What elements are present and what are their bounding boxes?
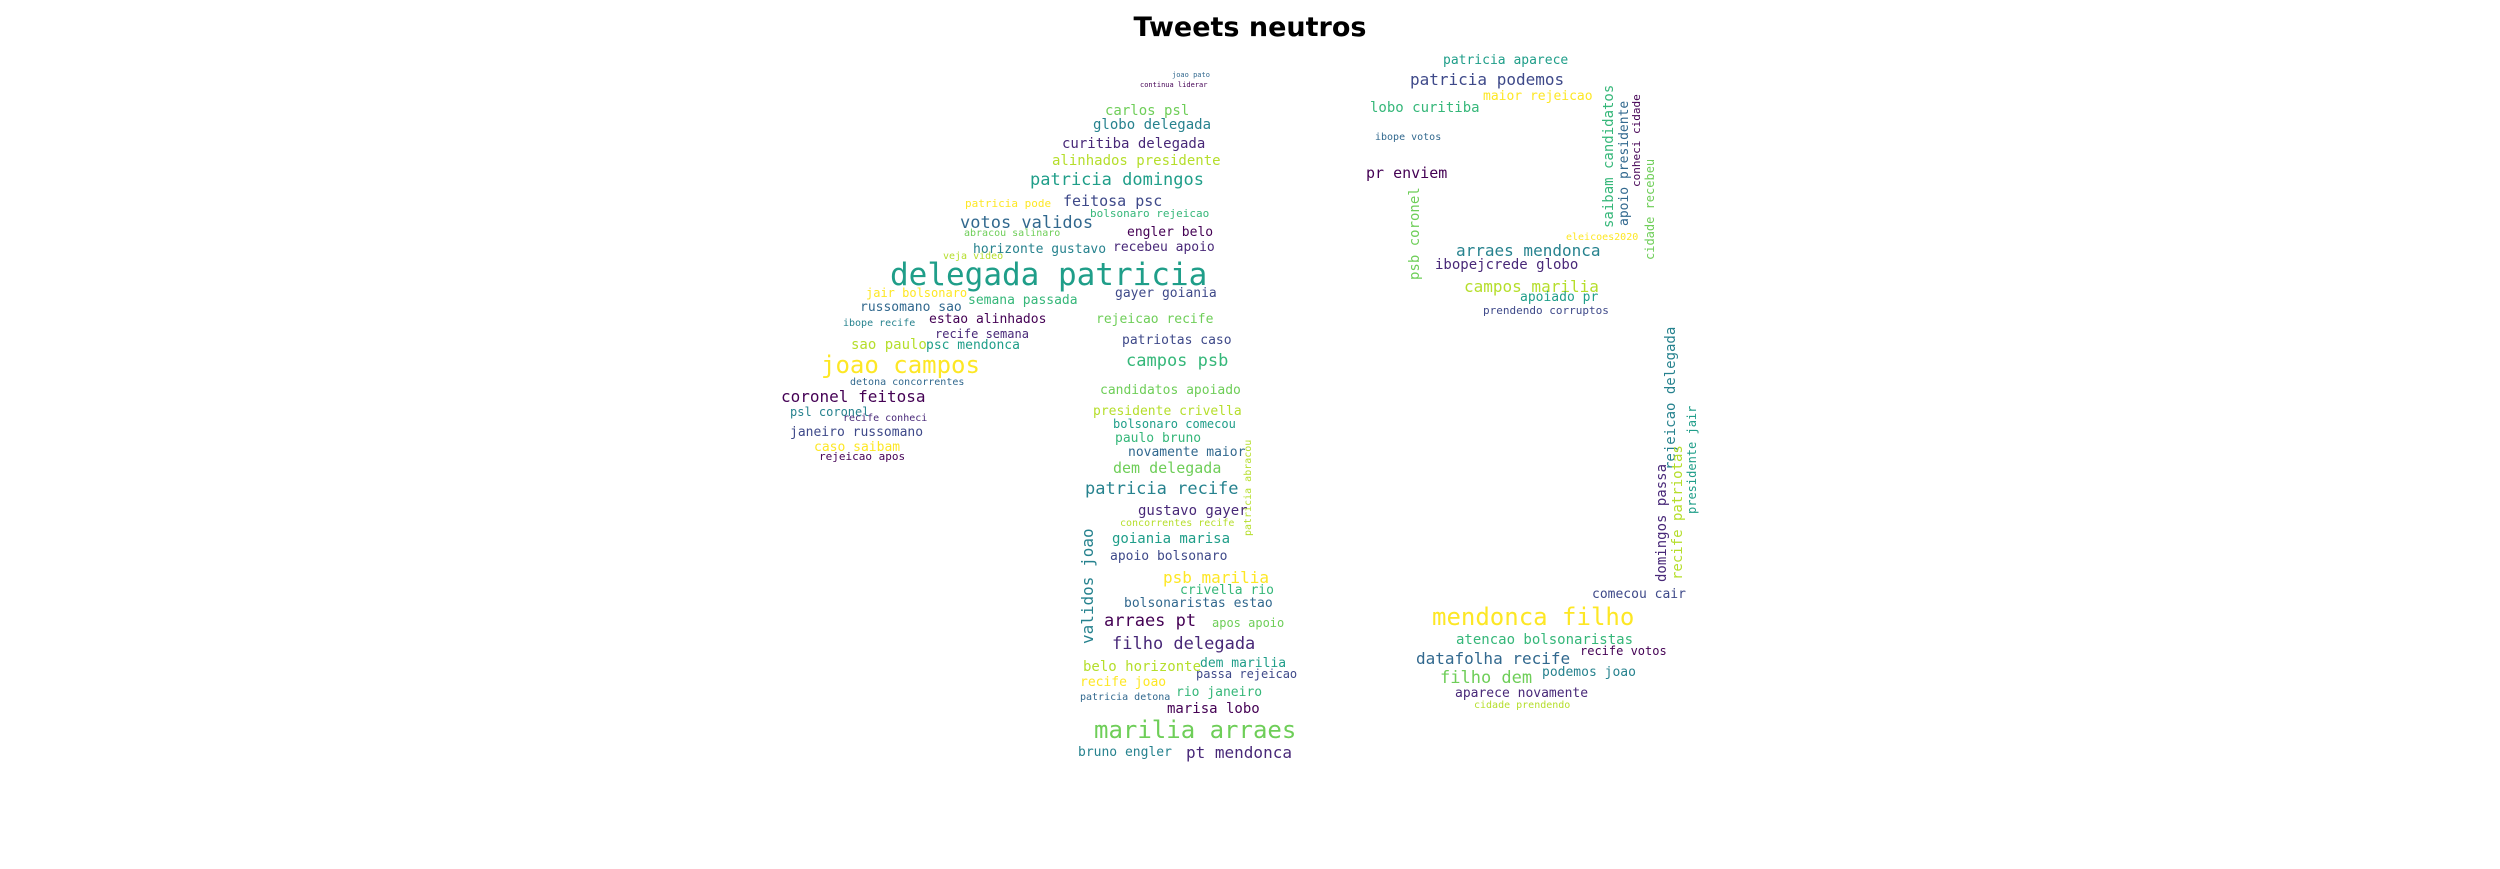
- word: rio janeiro: [1176, 685, 1263, 700]
- word: carlos psl: [1105, 103, 1190, 119]
- word: veja video: [943, 251, 1004, 262]
- word: comecou cair: [1592, 587, 1686, 602]
- word: mendonca filho: [1432, 603, 1635, 631]
- word: filho dem: [1440, 668, 1533, 688]
- word: campos marilia: [1464, 277, 1599, 296]
- word: patricia abracou: [1243, 439, 1254, 536]
- word: filho delegada: [1112, 634, 1256, 654]
- word: curitiba delegada: [1062, 136, 1206, 152]
- word: patriotas caso: [1122, 333, 1232, 348]
- word: recife conheci: [843, 413, 928, 424]
- word: semana passada: [968, 293, 1078, 308]
- word: bolsonaristas estao: [1124, 596, 1273, 611]
- word: psb coronel: [1407, 187, 1423, 280]
- word: votos validos: [960, 213, 1094, 233]
- word: psl coronel: [790, 405, 870, 419]
- word: patricia domingos: [1030, 170, 1204, 190]
- word: ibope votos: [1375, 132, 1442, 143]
- word: datafolha recife: [1416, 649, 1571, 668]
- word: gayer goiania: [1115, 286, 1217, 301]
- word: recife joao: [1080, 675, 1167, 690]
- word: recife patriotas: [1670, 445, 1686, 580]
- word: gustavo gayer: [1138, 503, 1248, 519]
- word: detona concorrentes: [850, 377, 965, 388]
- word: feitosa psc: [1063, 192, 1163, 210]
- word: goiania marisa: [1112, 531, 1231, 547]
- word: rejeicao apos: [819, 450, 906, 463]
- word: alinhados presidente: [1052, 153, 1221, 169]
- word: bruno engler: [1078, 745, 1172, 760]
- word: maior rejeicao: [1483, 89, 1593, 104]
- word: paulo bruno: [1115, 431, 1202, 446]
- word: ibope recife: [843, 318, 916, 329]
- word: candidatos apoiado: [1100, 383, 1241, 398]
- word: cidade prendendo: [1474, 700, 1571, 711]
- word: abracou salinaro: [964, 228, 1061, 239]
- word: patricia detona: [1080, 692, 1171, 703]
- word: validos joao: [1078, 528, 1097, 644]
- word: apoio bolsonaro: [1110, 549, 1228, 564]
- word: joao campos: [821, 351, 980, 379]
- word: atencao bolsonaristas: [1456, 632, 1634, 648]
- word: apos apoio: [1212, 616, 1285, 630]
- word: estao alinhados: [929, 312, 1047, 327]
- word: concorrentes recife: [1120, 518, 1235, 529]
- word: rejeicao recife: [1096, 312, 1214, 327]
- word: globo delegada: [1093, 117, 1212, 133]
- word: joao pato: [1172, 71, 1210, 79]
- word: recife semana: [935, 327, 1029, 341]
- word: saibam candidatos: [1601, 84, 1617, 228]
- word: patricia podemos: [1410, 70, 1565, 89]
- word: eleicoes2020: [1566, 232, 1639, 243]
- word: psb marilia: [1163, 568, 1269, 587]
- word: arraes pt: [1104, 611, 1197, 631]
- word: bolsonaro comecou: [1113, 417, 1236, 431]
- word: domingos passa: [1654, 463, 1670, 582]
- word: patricia pode: [965, 197, 1052, 210]
- word: bolsonaro rejeicao: [1090, 207, 1210, 220]
- word: apoiado pr: [1520, 290, 1599, 305]
- word: delegada patricia: [890, 257, 1208, 293]
- word: crivella rio: [1180, 583, 1274, 598]
- word: novamente maior: [1128, 445, 1246, 460]
- word: conheci cidade: [1630, 94, 1643, 187]
- word: janeiro russomano: [790, 425, 924, 440]
- word: presidente jair: [1685, 405, 1699, 514]
- word: marisa lobo: [1167, 701, 1260, 717]
- word: patricia recife: [1085, 479, 1239, 499]
- word: presidente crivella: [1093, 404, 1242, 419]
- word: arraes mendonca: [1456, 241, 1601, 260]
- word: ibopejcrede globo: [1435, 257, 1579, 273]
- word: jair bolsonaro: [866, 286, 968, 300]
- word: passa rejeicao: [1196, 667, 1298, 681]
- word: horizonte gustavo: [973, 242, 1107, 257]
- word: marilia arraes: [1094, 716, 1297, 744]
- word: russomano sao: [860, 300, 962, 315]
- word: aparece novamente: [1455, 686, 1589, 701]
- word: pr enviem: [1366, 164, 1448, 182]
- word: recebeu apoio: [1113, 240, 1215, 255]
- word: lobo curitiba: [1370, 100, 1480, 116]
- word: belo horizonte: [1083, 659, 1202, 675]
- word: sao paulo: [851, 337, 927, 353]
- figure-title: Tweets neutros: [1133, 12, 1367, 43]
- word: dem delegada: [1113, 459, 1222, 477]
- word: continua liderar: [1140, 81, 1208, 89]
- word: coronel feitosa: [781, 387, 926, 406]
- word: patricia aparece: [1443, 53, 1569, 68]
- word: recife votos: [1580, 644, 1667, 658]
- word: prendendo corruptos: [1483, 304, 1609, 317]
- word: cidade recebeu: [1643, 158, 1657, 260]
- word: psc mendonca: [926, 338, 1020, 353]
- word: podemos joao: [1542, 665, 1636, 680]
- word: caso saibam: [814, 440, 901, 455]
- word: engler belo: [1127, 225, 1214, 240]
- word: dem marilia: [1200, 656, 1287, 671]
- word: campos psb: [1126, 351, 1229, 371]
- word: pt mendonca: [1186, 743, 1292, 762]
